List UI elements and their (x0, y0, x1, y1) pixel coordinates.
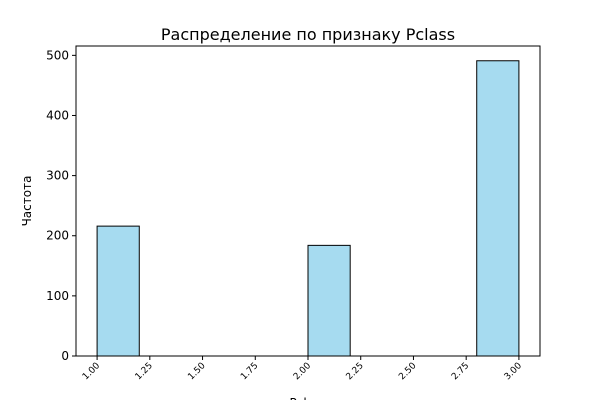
bar (476, 60, 520, 357)
y-tick-label: 0 (61, 349, 69, 363)
y-tick-label: 200 (46, 229, 69, 243)
x-axis-label: Pclass (289, 396, 326, 400)
y-tick-label: 300 (46, 169, 69, 183)
y-axis-label: Частота (20, 176, 34, 227)
y-tick-label: 500 (46, 48, 69, 62)
bar (96, 225, 140, 357)
chart-title: Распределение по признаку Pclass (161, 25, 455, 44)
bar (307, 244, 351, 357)
y-tick-label: 400 (46, 108, 69, 122)
y-tick-label: 100 (46, 289, 69, 303)
